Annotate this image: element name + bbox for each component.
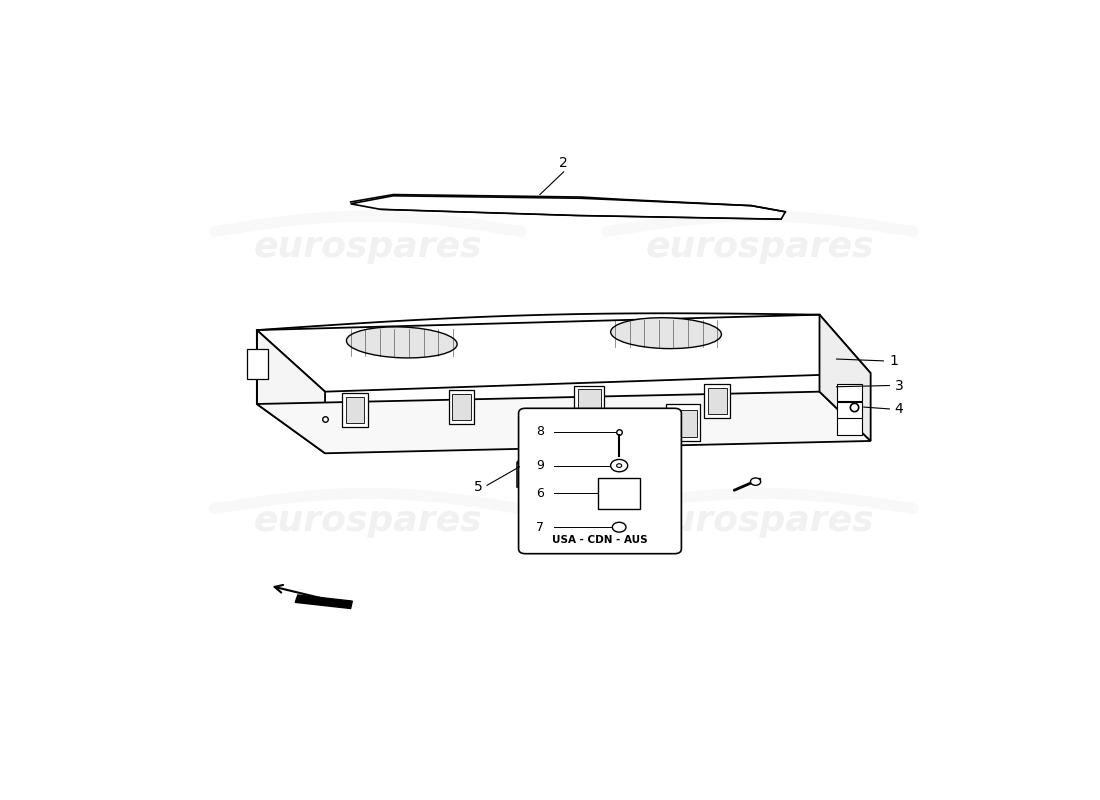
Bar bbox=[345, 397, 364, 423]
Text: 2: 2 bbox=[560, 156, 568, 170]
Polygon shape bbox=[351, 196, 785, 219]
Ellipse shape bbox=[610, 459, 628, 472]
Polygon shape bbox=[295, 595, 352, 609]
Bar bbox=[574, 386, 604, 422]
Text: 8: 8 bbox=[537, 426, 544, 438]
Text: 5: 5 bbox=[474, 480, 483, 494]
Polygon shape bbox=[257, 330, 326, 454]
Text: eurospares: eurospares bbox=[253, 230, 482, 264]
Bar bbox=[342, 394, 367, 427]
Bar bbox=[707, 388, 727, 414]
Text: eurospares: eurospares bbox=[253, 504, 482, 538]
Bar bbox=[670, 410, 696, 437]
Ellipse shape bbox=[610, 318, 722, 349]
Text: eurospares: eurospares bbox=[646, 230, 874, 264]
Ellipse shape bbox=[346, 327, 458, 358]
Bar bbox=[836, 402, 862, 419]
Text: 3: 3 bbox=[894, 378, 903, 393]
Polygon shape bbox=[257, 392, 871, 454]
Bar bbox=[578, 390, 601, 418]
Text: 4: 4 bbox=[894, 402, 903, 416]
FancyBboxPatch shape bbox=[518, 408, 681, 554]
Bar bbox=[836, 418, 862, 435]
Polygon shape bbox=[257, 314, 871, 392]
Polygon shape bbox=[517, 462, 563, 487]
Ellipse shape bbox=[617, 464, 621, 467]
Bar bbox=[836, 384, 862, 401]
Text: 7: 7 bbox=[537, 521, 544, 534]
Bar bbox=[598, 478, 640, 509]
Text: 9: 9 bbox=[537, 459, 544, 472]
Text: 1: 1 bbox=[890, 354, 899, 368]
Text: USA - CDN - AUS: USA - CDN - AUS bbox=[552, 534, 648, 545]
Bar bbox=[246, 349, 268, 379]
Polygon shape bbox=[563, 454, 572, 487]
Polygon shape bbox=[820, 314, 871, 441]
Bar bbox=[452, 394, 471, 420]
Bar bbox=[704, 384, 730, 418]
Text: 6: 6 bbox=[537, 487, 544, 500]
Ellipse shape bbox=[613, 522, 626, 532]
Text: eurospares: eurospares bbox=[646, 504, 874, 538]
Ellipse shape bbox=[750, 478, 761, 486]
Polygon shape bbox=[517, 454, 572, 462]
Bar bbox=[449, 390, 474, 424]
Bar bbox=[666, 404, 700, 441]
